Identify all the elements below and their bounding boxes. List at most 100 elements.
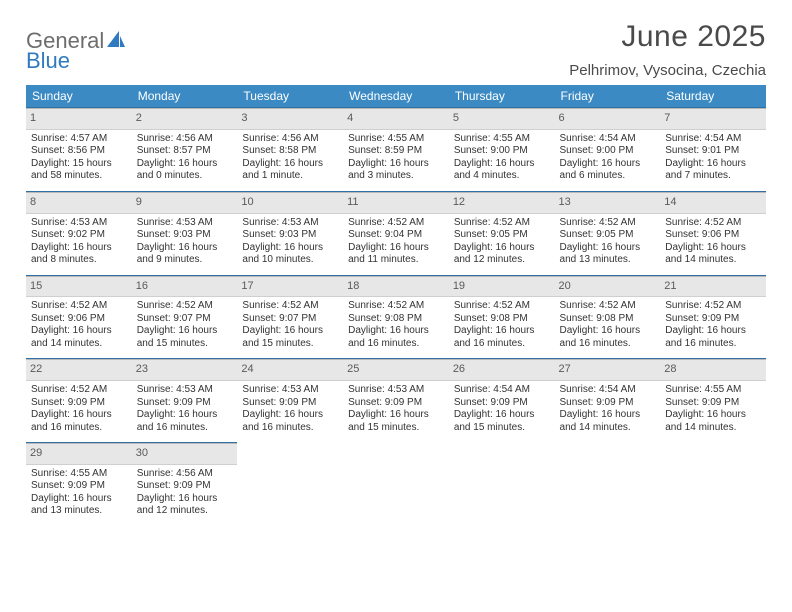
sunset-line: Sunset: 9:09 PM bbox=[454, 397, 550, 410]
dow-monday: Monday bbox=[132, 85, 238, 108]
day-number: 3 bbox=[237, 108, 343, 130]
daylight-line: Daylight: 16 hours and 16 minutes. bbox=[560, 325, 656, 350]
day-number: 30 bbox=[132, 443, 238, 465]
daylight-line: Daylight: 16 hours and 13 minutes. bbox=[560, 242, 656, 267]
sunrise-line: Sunrise: 4:57 AM bbox=[31, 133, 127, 146]
calendar-week-row: 29Sunrise: 4:55 AMSunset: 9:09 PMDayligh… bbox=[26, 443, 766, 526]
day-number: 26 bbox=[449, 359, 555, 381]
sunset-line: Sunset: 8:56 PM bbox=[31, 145, 127, 158]
sunrise-line: Sunrise: 4:52 AM bbox=[665, 217, 761, 230]
sunset-line: Sunset: 9:02 PM bbox=[31, 229, 127, 242]
sunset-line: Sunset: 8:58 PM bbox=[242, 145, 338, 158]
day-number: 21 bbox=[660, 276, 766, 298]
calendar-day-cell: 14 Sunrise: 4:52 AMSunset: 9:06 PMDayligh… bbox=[660, 191, 766, 275]
day-number: 18 bbox=[343, 276, 449, 298]
calendar-day-cell: 5Sunrise: 4:55 AMSunset: 9:00 PMDaylight… bbox=[449, 108, 555, 192]
daylight-line: Daylight: 16 hours and 16 minutes. bbox=[454, 325, 550, 350]
dow-friday: Friday bbox=[555, 85, 661, 108]
daylight-line: Daylight: 16 hours and 6 minutes. bbox=[560, 158, 656, 183]
sunrise-line: Sunrise: 4:53 AM bbox=[31, 217, 127, 230]
day-number: 12 bbox=[449, 192, 555, 214]
sunset-line: Sunset: 8:57 PM bbox=[137, 145, 233, 158]
day-number: 8 bbox=[26, 192, 132, 214]
calendar-day-cell: 8 Sunrise: 4:53 AMSunset: 9:02 PMDaylight… bbox=[26, 191, 132, 275]
calendar-day-cell: 16Sunrise: 4:52 AMSunset: 9:07 PMDayligh… bbox=[132, 275, 238, 359]
daylight-line: Daylight: 16 hours and 8 minutes. bbox=[31, 242, 127, 267]
logo: General Blue bbox=[26, 20, 126, 74]
calendar-week-row: 22Sunrise: 4:52 AMSunset: 9:09 PMDayligh… bbox=[26, 359, 766, 443]
daylight-line: Daylight: 16 hours and 14 minutes. bbox=[665, 242, 761, 267]
day-number: 13 bbox=[555, 192, 661, 214]
daylight-line: Daylight: 16 hours and 10 minutes. bbox=[242, 242, 338, 267]
calendar-day-cell: 11Sunrise: 4:52 AMSunset: 9:04 PMDayligh… bbox=[343, 191, 449, 275]
sunrise-line: Sunrise: 4:52 AM bbox=[560, 300, 656, 313]
sunrise-line: Sunrise: 4:52 AM bbox=[137, 300, 233, 313]
sunset-line: Sunset: 8:59 PM bbox=[348, 145, 444, 158]
day-number: 23 bbox=[132, 359, 238, 381]
daylight-line: Daylight: 16 hours and 15 minutes. bbox=[242, 325, 338, 350]
sunset-line: Sunset: 9:09 PM bbox=[242, 397, 338, 410]
calendar-week-row: 1Sunrise: 4:57 AMSunset: 8:56 PMDaylight… bbox=[26, 108, 766, 192]
calendar-day-cell: 12Sunrise: 4:52 AMSunset: 9:05 PMDayligh… bbox=[449, 191, 555, 275]
sunrise-line: Sunrise: 4:55 AM bbox=[454, 133, 550, 146]
calendar-day-cell: 20Sunrise: 4:52 AMSunset: 9:08 PMDayligh… bbox=[555, 275, 661, 359]
calendar-day-cell bbox=[555, 443, 661, 526]
sunset-line: Sunset: 9:09 PM bbox=[560, 397, 656, 410]
day-number: 14 bbox=[660, 192, 766, 214]
day-number: 1 bbox=[26, 108, 132, 130]
calendar-day-cell: 2Sunrise: 4:56 AMSunset: 8:57 PMDaylight… bbox=[132, 108, 238, 192]
day-number: 19 bbox=[449, 276, 555, 298]
calendar-day-cell: 4Sunrise: 4:55 AMSunset: 8:59 PMDaylight… bbox=[343, 108, 449, 192]
day-number: 28 bbox=[660, 359, 766, 381]
day-number: 9 bbox=[132, 192, 238, 214]
calendar-day-cell bbox=[449, 443, 555, 526]
calendar-day-cell: 27Sunrise: 4:54 AMSunset: 9:09 PMDayligh… bbox=[555, 359, 661, 443]
dow-thursday: Thursday bbox=[449, 85, 555, 108]
daylight-line: Daylight: 16 hours and 16 minutes. bbox=[137, 409, 233, 434]
calendar-day-cell: 25Sunrise: 4:53 AMSunset: 9:09 PMDayligh… bbox=[343, 359, 449, 443]
dow-saturday: Saturday bbox=[660, 85, 766, 108]
sunrise-line: Sunrise: 4:52 AM bbox=[454, 300, 550, 313]
sunrise-line: Sunrise: 4:54 AM bbox=[665, 133, 761, 146]
sunset-line: Sunset: 9:01 PM bbox=[665, 145, 761, 158]
calendar-week-row: 15Sunrise: 4:52 AMSunset: 9:06 PMDayligh… bbox=[26, 275, 766, 359]
calendar-day-cell: 18Sunrise: 4:52 AMSunset: 9:08 PMDayligh… bbox=[343, 275, 449, 359]
day-number: 6 bbox=[555, 108, 661, 130]
sunrise-line: Sunrise: 4:54 AM bbox=[454, 384, 550, 397]
sunrise-line: Sunrise: 4:52 AM bbox=[242, 300, 338, 313]
logo-sail-icon bbox=[106, 35, 126, 52]
daylight-line: Daylight: 16 hours and 15 minutes. bbox=[348, 409, 444, 434]
calendar-day-cell: 28Sunrise: 4:55 AMSunset: 9:09 PMDayligh… bbox=[660, 359, 766, 443]
daylight-line: Daylight: 16 hours and 16 minutes. bbox=[348, 325, 444, 350]
daylight-line: Daylight: 16 hours and 12 minutes. bbox=[137, 493, 233, 518]
sunset-line: Sunset: 9:09 PM bbox=[348, 397, 444, 410]
sunset-line: Sunset: 9:00 PM bbox=[454, 145, 550, 158]
sunset-line: Sunset: 9:06 PM bbox=[665, 229, 761, 242]
sunset-line: Sunset: 9:07 PM bbox=[242, 313, 338, 326]
calendar-day-cell: 24Sunrise: 4:53 AMSunset: 9:09 PMDayligh… bbox=[237, 359, 343, 443]
day-number: 15 bbox=[26, 276, 132, 298]
calendar-day-cell: 10Sunrise: 4:53 AMSunset: 9:03 PMDayligh… bbox=[237, 191, 343, 275]
daylight-line: Daylight: 16 hours and 12 minutes. bbox=[454, 242, 550, 267]
calendar-day-cell: 19Sunrise: 4:52 AMSunset: 9:08 PMDayligh… bbox=[449, 275, 555, 359]
sunrise-line: Sunrise: 4:55 AM bbox=[348, 133, 444, 146]
day-number: 27 bbox=[555, 359, 661, 381]
daylight-line: Daylight: 16 hours and 13 minutes. bbox=[31, 493, 127, 518]
calendar-day-cell: 6Sunrise: 4:54 AMSunset: 9:00 PMDaylight… bbox=[555, 108, 661, 192]
sunrise-line: Sunrise: 4:54 AM bbox=[560, 133, 656, 146]
day-number: 20 bbox=[555, 276, 661, 298]
sunset-line: Sunset: 9:09 PM bbox=[31, 397, 127, 410]
sunrise-line: Sunrise: 4:53 AM bbox=[242, 384, 338, 397]
sunset-line: Sunset: 9:09 PM bbox=[137, 397, 233, 410]
daylight-line: Daylight: 16 hours and 15 minutes. bbox=[137, 325, 233, 350]
sunset-line: Sunset: 9:09 PM bbox=[665, 313, 761, 326]
sunrise-line: Sunrise: 4:54 AM bbox=[560, 384, 656, 397]
daylight-line: Daylight: 15 hours and 58 minutes. bbox=[31, 158, 127, 183]
daylight-line: Daylight: 16 hours and 15 minutes. bbox=[454, 409, 550, 434]
daylight-line: Daylight: 16 hours and 16 minutes. bbox=[242, 409, 338, 434]
day-number: 5 bbox=[449, 108, 555, 130]
calendar-day-cell: 30Sunrise: 4:56 AMSunset: 9:09 PMDayligh… bbox=[132, 443, 238, 526]
dow-sunday: Sunday bbox=[26, 85, 132, 108]
sunrise-line: Sunrise: 4:55 AM bbox=[665, 384, 761, 397]
daylight-line: Daylight: 16 hours and 14 minutes. bbox=[665, 409, 761, 434]
